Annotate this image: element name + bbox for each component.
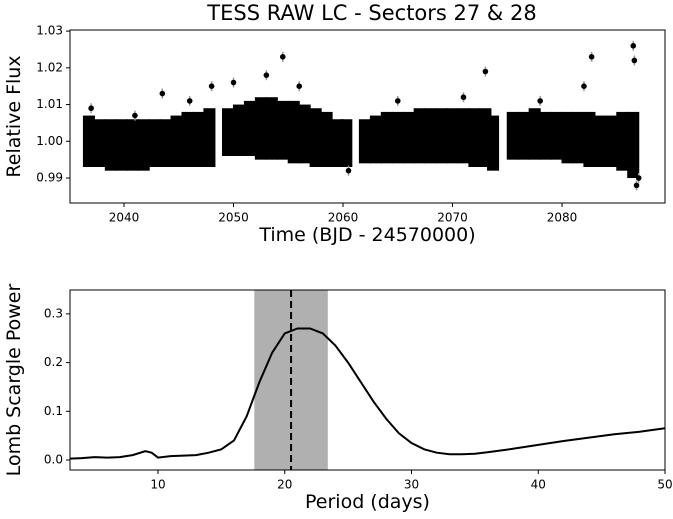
x-tick-label: 40 — [531, 478, 546, 492]
axes-frame — [69, 29, 666, 204]
flux-band — [115, 119, 128, 171]
x-tick-label: 2060 — [328, 211, 359, 225]
y-tick-label: 0.0 — [44, 453, 63, 467]
y-tick-label: 0.1 — [44, 404, 63, 418]
flux-band — [320, 111, 333, 168]
flux-band — [528, 108, 541, 160]
flux-band — [181, 111, 194, 168]
flux-band — [82, 115, 95, 168]
flux-band — [298, 104, 311, 164]
y-tick-label: 1.03 — [36, 24, 63, 38]
plot-area — [70, 290, 665, 470]
y-tick-label: 0.99 — [36, 171, 63, 185]
point — [296, 83, 303, 89]
point — [635, 175, 642, 181]
point — [345, 167, 352, 174]
y-tick-label: 1.01 — [36, 97, 63, 111]
flux-band — [517, 111, 530, 160]
point — [537, 98, 543, 104]
x-tick-label: 50 — [657, 478, 672, 492]
flux-band — [93, 119, 106, 168]
flux-band — [572, 111, 585, 164]
y-tick-label: 0.2 — [44, 355, 63, 369]
point — [88, 105, 94, 112]
y-tick-label: 1.02 — [36, 60, 63, 74]
flux-band — [265, 97, 278, 160]
flux-band — [561, 111, 574, 164]
point — [482, 68, 489, 75]
chart-title: TESS RAW LC - Sectors 27 & 28 — [206, 1, 536, 25]
point — [159, 90, 166, 97]
x-tick-label: 20 — [277, 478, 292, 492]
point — [588, 54, 595, 60]
flux-band — [550, 111, 563, 160]
point — [230, 79, 237, 86]
y-tick-label: 0.3 — [44, 306, 63, 320]
point — [581, 83, 587, 89]
x-axis-label: Period (days) — [305, 491, 430, 513]
flux-band — [222, 108, 235, 156]
flux-band — [594, 115, 607, 168]
x-tick-label: 10 — [150, 478, 165, 492]
x-axis-label: Time (BJD - 24570000) — [258, 224, 475, 246]
flux-band — [340, 119, 353, 168]
y-axis-label: Lomb Scargle Power — [3, 284, 25, 477]
power-line — [70, 327, 665, 460]
x-tick-label: 2080 — [547, 211, 578, 225]
y-axis-label: Relative Flux — [3, 55, 25, 177]
flux-band — [391, 111, 404, 164]
x-tick-label: 2070 — [437, 211, 468, 225]
flux-band — [605, 115, 618, 168]
flux-band — [369, 115, 382, 164]
flux-band — [380, 111, 393, 164]
flux-band — [487, 115, 500, 171]
point — [633, 182, 640, 189]
flux-band — [148, 119, 161, 168]
point — [460, 94, 467, 101]
flux-band — [203, 108, 216, 168]
x-tick-label: 2040 — [109, 211, 140, 225]
flux-band — [468, 108, 481, 168]
flux-band — [159, 119, 172, 168]
point — [631, 57, 638, 64]
flux-band — [446, 108, 459, 164]
flux-band — [506, 111, 519, 160]
point — [208, 83, 215, 89]
x-tick-label: 30 — [404, 478, 419, 492]
point — [186, 98, 193, 104]
flux-band — [137, 119, 150, 171]
flux-band — [402, 111, 415, 164]
flux-band — [126, 119, 139, 171]
flux-band — [170, 115, 183, 168]
flux-band — [192, 111, 205, 168]
flux-band — [276, 100, 289, 160]
point — [279, 54, 286, 60]
flux-band — [435, 108, 448, 164]
flux-band — [254, 97, 267, 160]
flux-band — [627, 111, 640, 179]
flux-band — [287, 100, 300, 164]
axes-frame — [69, 289, 666, 471]
flux-band — [309, 108, 322, 168]
flux-band — [232, 104, 246, 156]
flux-band — [243, 100, 256, 156]
x-tick-label: 2050 — [218, 211, 249, 225]
point — [132, 112, 138, 119]
flux-band — [104, 119, 117, 171]
flux-band — [583, 111, 596, 168]
y-tick-label: 1.00 — [36, 134, 63, 148]
point — [630, 42, 637, 49]
flux-band — [539, 111, 552, 160]
flux-band — [616, 111, 629, 171]
flux-band — [358, 119, 371, 164]
flux-band — [457, 108, 470, 164]
flux-band — [424, 108, 437, 164]
flux-band — [413, 108, 426, 164]
plot-area — [82, 40, 642, 191]
point — [394, 98, 401, 104]
point — [263, 72, 270, 78]
